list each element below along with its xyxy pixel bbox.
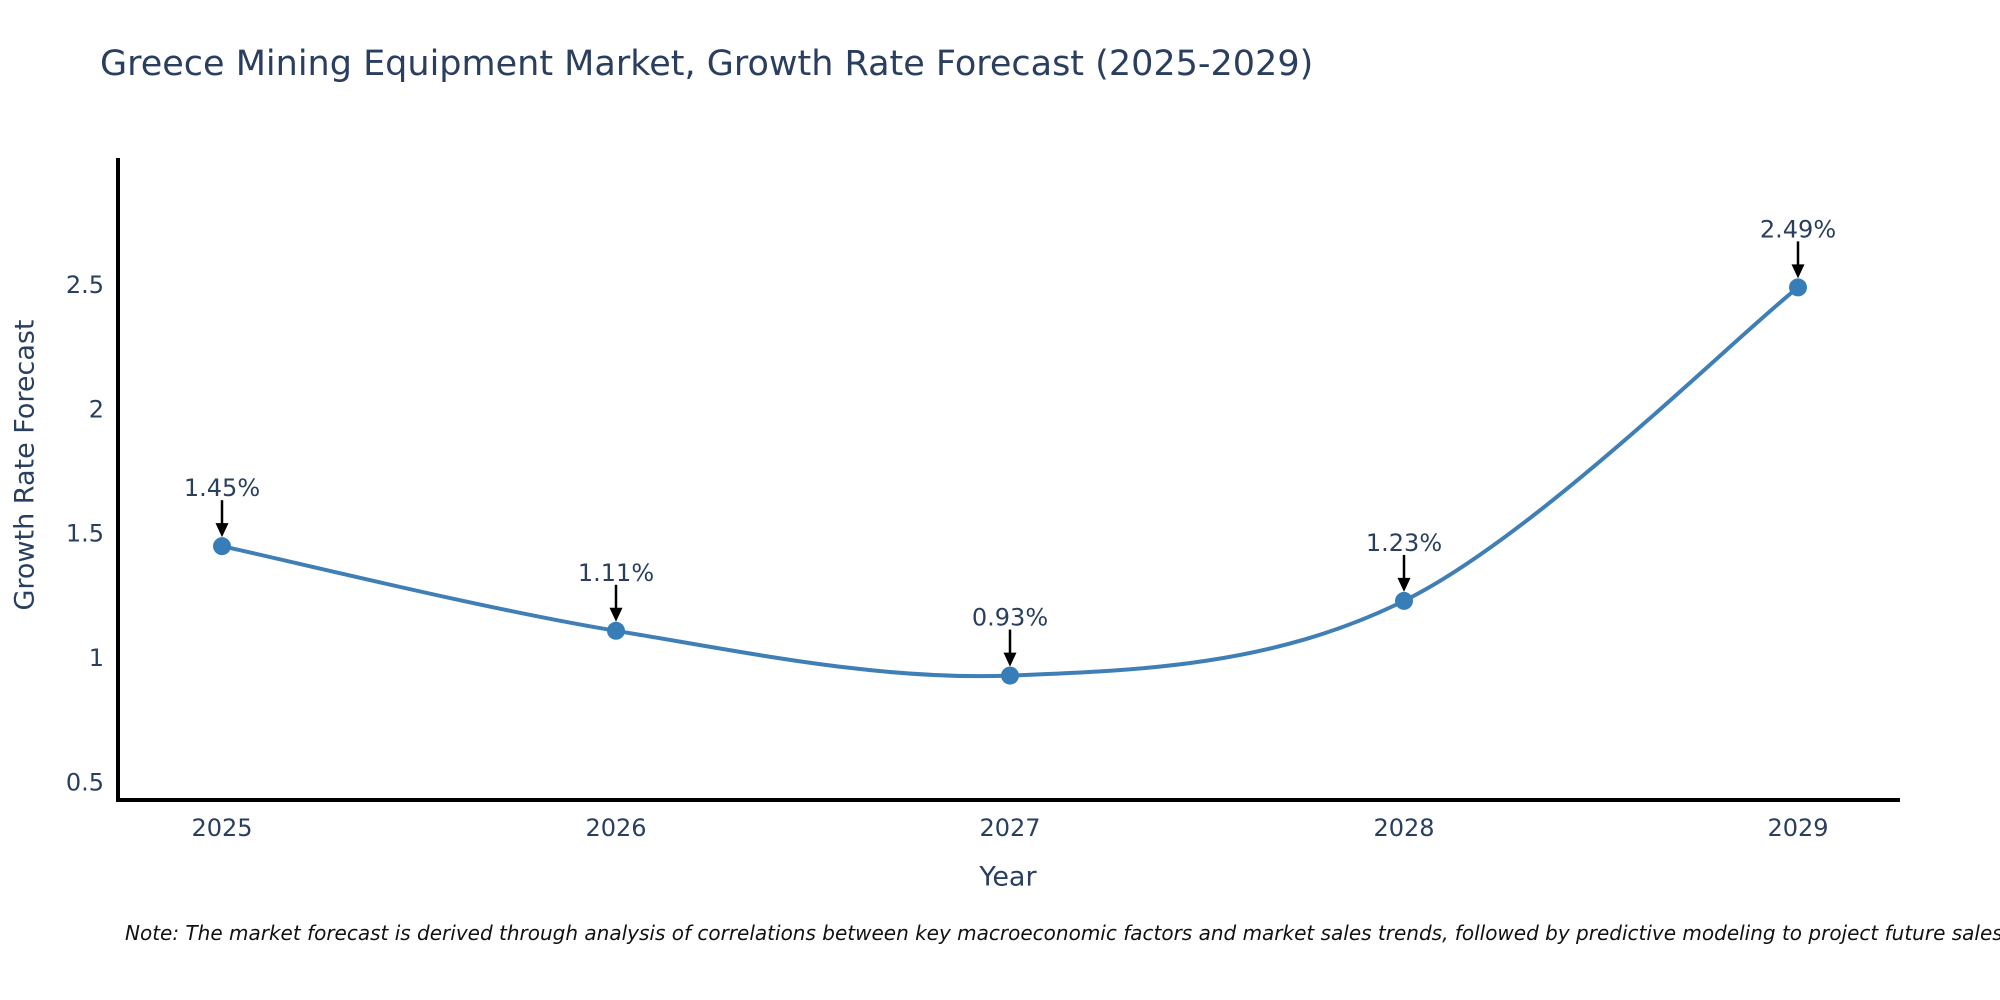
data-point-marker-2025 xyxy=(213,537,231,556)
point-label: 1.11% xyxy=(578,559,654,587)
annotation-arrow-head xyxy=(1791,264,1805,279)
trend-line xyxy=(220,285,1800,679)
chart-title: Greece Mining Equipment Market, Growth R… xyxy=(100,44,1314,84)
point-annotation: 0.93% xyxy=(972,604,1048,667)
point-annotation: 1.23% xyxy=(1366,529,1442,592)
x-tick-label: 2026 xyxy=(585,814,646,842)
annotation-arrow-head xyxy=(215,523,229,538)
point-annotation: 2.49% xyxy=(1760,215,1836,279)
point-label: 1.23% xyxy=(1366,529,1442,557)
annotation-arrow-head xyxy=(1397,577,1411,592)
annotation-arrow-head xyxy=(1003,652,1017,667)
x-tick-label: 2027 xyxy=(979,814,1040,842)
y-tick-label: 0.5 xyxy=(66,769,104,797)
y-tick-label: 1.5 xyxy=(66,520,104,548)
data-point-marker-2029 xyxy=(1789,278,1807,297)
y-tick-label: 2 xyxy=(89,395,104,423)
point-annotation: 1.11% xyxy=(578,559,654,622)
y-tick-label: 2.5 xyxy=(66,271,104,299)
data-point-marker-2026 xyxy=(607,621,625,640)
y-tick-label: 1 xyxy=(89,644,104,672)
point-label: 1.45% xyxy=(184,474,260,502)
x-axis-title: Year xyxy=(979,861,1037,893)
annotation-arrow-head xyxy=(609,607,623,622)
point-label: 2.49% xyxy=(1760,215,1836,243)
point-annotation: 1.45% xyxy=(184,474,260,538)
x-tick-label: 2025 xyxy=(191,814,252,842)
point-label: 0.93% xyxy=(972,604,1048,632)
x-tick-label: 2028 xyxy=(1373,814,1434,842)
x-tick-label: 2029 xyxy=(1767,814,1828,842)
data-point-marker-2027 xyxy=(1001,666,1019,685)
data-point-marker-2028 xyxy=(1395,591,1413,610)
footnote: Note: The market forecast is derived thr… xyxy=(125,921,2000,945)
